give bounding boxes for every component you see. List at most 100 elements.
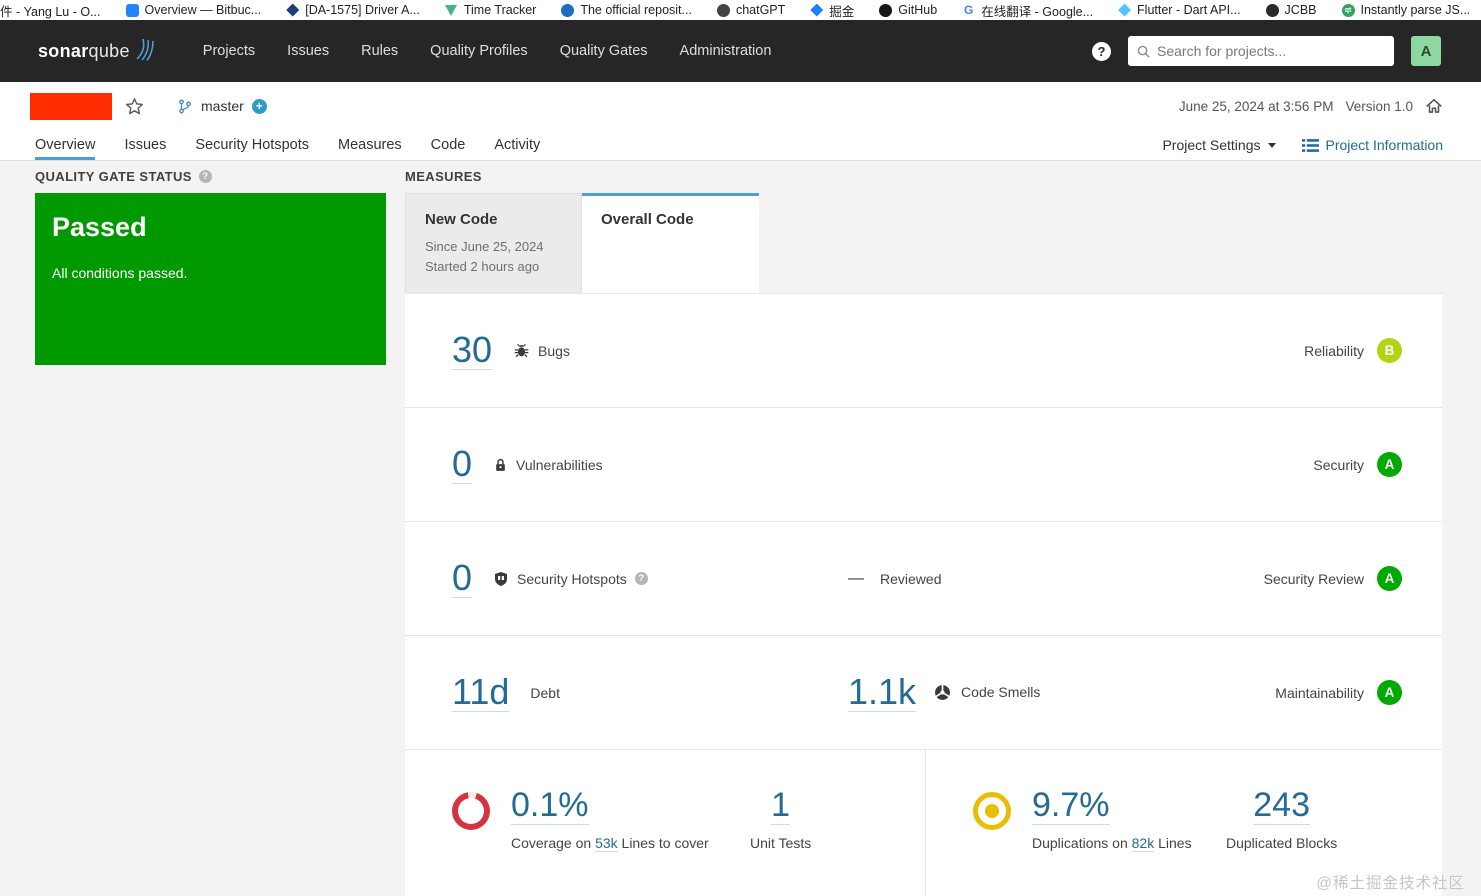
security-hotspots-label-group: Security Hotspots ? — [493, 571, 648, 587]
maintainability-label: Maintainability — [1275, 684, 1364, 701]
bookmark-item[interactable]: Overview — Bitbuc... — [125, 3, 261, 17]
juejin-favicon-icon — [810, 3, 824, 17]
bitbucket-favicon-icon — [125, 3, 139, 17]
code-smells-count[interactable]: 1.1k — [848, 671, 917, 713]
sonarqube-logo-text: sonarqube — [38, 40, 130, 61]
bookmark-label: 件 - Yang Lu - O... — [0, 4, 101, 19]
bugs-count[interactable]: 30 — [452, 329, 493, 371]
duplications-percent[interactable]: 9.7% — [1032, 786, 1110, 825]
quality-gate-status-card: Passed All conditions passed. — [35, 193, 386, 365]
security-label: Security — [1313, 456, 1364, 473]
vulnerabilities-count[interactable]: 0 — [452, 443, 473, 485]
bookmark-label: chatGPT — [735, 3, 786, 17]
project-information-button[interactable]: Project Information — [1301, 137, 1443, 153]
security-hotspots-count[interactable]: 0 — [452, 557, 473, 599]
bookmark-item[interactable]: G 在线翻译 - Google... — [962, 1, 1093, 20]
lock-icon — [493, 457, 508, 473]
branch-plus-icon[interactable]: + — [251, 98, 267, 114]
nav-item-quality-profiles[interactable]: Quality Profiles — [430, 43, 528, 59]
nav-item-projects[interactable]: Projects — [202, 43, 256, 59]
tab-overall-code[interactable]: Overall Code — [582, 193, 759, 293]
bugs-row: 30 Bugs Reliability B — [405, 294, 1442, 408]
tab-security-hotspots[interactable]: Security Hotspots — [195, 137, 309, 153]
help-icon[interactable]: ? — [1092, 41, 1111, 61]
measures-tabs: New Code Since June 25, 2024 Started 2 h… — [405, 193, 1442, 293]
bookmark-item[interactable]: qt Instantly parse JS... — [1341, 3, 1470, 17]
new-code-since: Since June 25, 2024 — [425, 239, 544, 254]
tabbar-right: Project Settings Project Information — [1162, 137, 1443, 153]
bookmark-label: 掘金 — [829, 4, 855, 19]
maintainability-rating-badge[interactable]: A — [1377, 680, 1402, 705]
project-tabbar: Overview Issues Security Hotspots Measur… — [0, 130, 1481, 161]
topnav-right: ? A — [1092, 36, 1441, 66]
bookmark-item[interactable]: Time Tracker — [445, 3, 536, 17]
sonarqube-logo[interactable]: sonarqube — [38, 37, 157, 66]
vulnerabilities-row: 0 Vulnerabilities Security A — [405, 408, 1442, 522]
quality-gate-help-icon[interactable]: ? — [198, 169, 212, 183]
bookmark-label: Time Tracker — [463, 3, 537, 17]
nav-item-administration[interactable]: Administration — [679, 43, 772, 59]
repository-favicon-icon — [561, 3, 575, 17]
bookmark-item[interactable]: Flutter - Dart API... — [1118, 3, 1241, 17]
duplicated-blocks-count[interactable]: 243 — [1253, 786, 1310, 825]
project-settings-label: Project Settings — [1162, 137, 1261, 153]
tab-activity[interactable]: Activity — [494, 137, 541, 153]
coverage-main: 0.1% Coverage on 53k Lines to cover — [511, 786, 709, 852]
branch-selector[interactable]: master + — [177, 98, 267, 115]
tab-new-code[interactable]: New Code Since June 25, 2024 Started 2 h… — [405, 193, 582, 293]
bookmark-item[interactable]: GitHub — [879, 3, 937, 17]
quality-gate-status: Passed — [52, 212, 147, 242]
duplicated-blocks-label: Duplicated Blocks — [1226, 834, 1338, 851]
bookmark-item[interactable]: The official reposit... — [561, 3, 692, 17]
bookmark-item[interactable]: [DA-1575] Driver A... — [286, 3, 420, 17]
tab-code[interactable]: Code — [430, 137, 466, 153]
tab-issues[interactable]: Issues — [124, 137, 167, 153]
shield-icon — [493, 571, 509, 587]
measures-heading: MEASURES — [405, 167, 1442, 185]
duplications-main: 9.7% Duplications on 82k Lines — [1032, 786, 1192, 852]
security-hotspots-help-icon[interactable]: ? — [634, 572, 648, 585]
duplications-lines-link[interactable]: 82k — [1131, 834, 1155, 852]
nav-item-quality-gates[interactable]: Quality Gates — [559, 43, 648, 59]
bookmark-label: [DA-1575] Driver A... — [305, 3, 420, 17]
new-code-started: Started 2 hours ago — [425, 259, 540, 275]
topnav: sonarqube Projects Issues Rules Quality … — [0, 20, 1481, 82]
bugs-label-group: Bugs — [513, 342, 570, 359]
bookmark-item[interactable]: JCBB — [1265, 3, 1317, 17]
bookmark-label: GitHub — [898, 3, 938, 17]
favorite-star-icon[interactable] — [125, 97, 144, 116]
bookmark-label: The official reposit... — [580, 3, 692, 17]
reliability-rating-badge[interactable]: B — [1377, 338, 1402, 363]
tab-measures[interactable]: Measures — [338, 137, 402, 153]
quality-gate-detail: All conditions passed. — [52, 265, 188, 281]
tab-overview[interactable]: Overview — [35, 130, 96, 160]
coverage-percent[interactable]: 0.1% — [511, 786, 589, 825]
nav-item-rules[interactable]: Rules — [361, 43, 399, 59]
home-icon[interactable] — [1425, 97, 1443, 115]
debt-label: Debt — [530, 684, 560, 701]
project-settings-dropdown[interactable]: Project Settings — [1162, 137, 1276, 153]
security-hotspots-row: 0 Security Hotspots ? — Reviewed Securit… — [405, 522, 1442, 636]
branch-name: master — [201, 98, 244, 114]
avatar[interactable]: A — [1411, 36, 1441, 66]
coverage-desc: Coverage on 53k Lines to cover — [511, 834, 709, 852]
bookmark-item[interactable]: chatGPT — [716, 3, 786, 17]
unit-tests-count[interactable]: 1 — [771, 786, 791, 825]
security-review-rating-badge[interactable]: A — [1377, 566, 1402, 591]
debt-value[interactable]: 11d — [452, 671, 510, 713]
vulnerabilities-label: Vulnerabilities — [516, 456, 603, 473]
project-header-meta: June 25, 2024 at 3:56 PM Version 1.0 — [1179, 97, 1443, 115]
project-name-redacted — [30, 92, 112, 120]
bookmark-item[interactable]: 掘金 — [810, 1, 854, 20]
search-input[interactable] — [1157, 43, 1386, 59]
list-icon — [1301, 138, 1319, 153]
nav-item-issues[interactable]: Issues — [287, 43, 330, 59]
quality-gate-column: QUALITY GATE STATUS ? Passed All conditi… — [35, 167, 386, 365]
coverage-lines-link[interactable]: 53k — [595, 834, 618, 852]
bugs-label: Bugs — [538, 342, 570, 359]
security-rating-badge[interactable]: A — [1377, 452, 1402, 477]
security-hotspots-label: Security Hotspots — [517, 570, 627, 587]
bookmark-item[interactable]: 件 - Yang Lu - O... — [0, 1, 101, 20]
security-review-rating-group: Security Review A — [1264, 566, 1402, 591]
reliability-label: Reliability — [1304, 342, 1364, 359]
